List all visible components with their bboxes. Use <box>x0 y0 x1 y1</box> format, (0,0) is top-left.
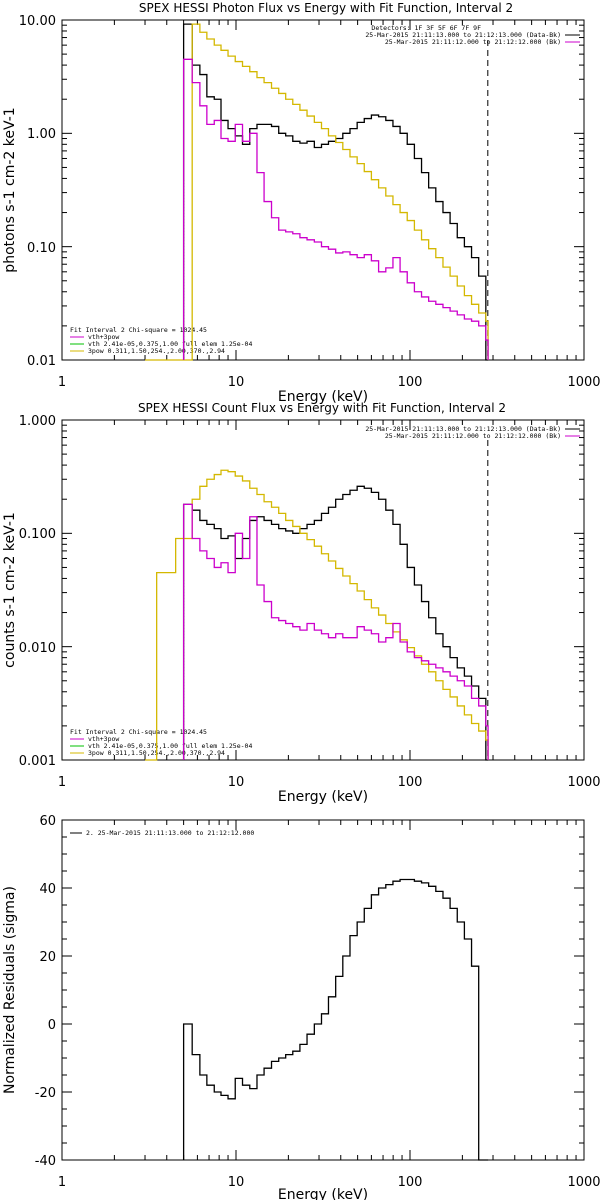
legend-entry-bk: 25-Mar-2015 21:11:12.000 to 21:12:12.000… <box>385 432 561 440</box>
fit-info: Fit Interval 2 Chi-square = 1024.45 <box>70 728 207 736</box>
fit-info: 3pow 0.311,1.50,254.,2.00,370.,2.94 <box>88 347 225 355</box>
y-tick-label: 0.100 <box>19 527 56 542</box>
x-tick-label: 100 <box>398 775 423 790</box>
fit-info: vth+3pow <box>88 333 119 341</box>
residuals-chart: 1 10 100 1000 -40 -20 0 20 40 60 Energy … <box>2 814 600 1200</box>
fit-info: vth 2.41e-05,0.375,1.00 full elem 1.25e-… <box>88 340 252 348</box>
legend-entry-bk: 25-Mar-2015 21:11:12.000 to 21:12:12.000… <box>385 38 561 46</box>
legend-detectors: Detectors: 1F 3F 5F 6F 7F 9F <box>371 24 481 32</box>
y-tick-label: 60 <box>39 814 56 829</box>
y-axis-label: counts s-1 cm-2 keV-1 <box>2 512 18 668</box>
series-line <box>182 58 489 360</box>
y-axis <box>62 424 584 761</box>
y-axis <box>62 24 584 361</box>
y-tick-label: 0 <box>48 1018 56 1033</box>
x-tick-label: 1000 <box>567 1175 600 1190</box>
plot-frame <box>61 19 585 361</box>
y-tick-label: 20 <box>39 950 56 965</box>
y-tick-label: 0.01 <box>27 354 56 369</box>
x-axis-label: Energy (keV) <box>278 789 368 805</box>
series-line <box>182 23 489 361</box>
y-tick-label: -40 <box>35 1154 56 1169</box>
series-line <box>145 469 489 761</box>
legend-entry-data: 25-Mar-2015 21:11:13.000 to 21:12:13.000… <box>365 425 561 433</box>
chart-title: SPEX HESSI Count Flux vs Energy with Fit… <box>138 401 506 415</box>
x-tick-label: 1000 <box>567 775 600 790</box>
y-tick-label: 40 <box>39 882 56 897</box>
y-axis <box>62 819 584 1161</box>
x-tick-label: 1 <box>58 375 66 390</box>
x-axis <box>61 820 577 1160</box>
y-axis-label: Normalized Residuals (sigma) <box>2 886 18 1094</box>
x-tick-label: 10 <box>228 1175 245 1190</box>
y-tick-label: -20 <box>35 1086 56 1101</box>
y-tick-label: 0.001 <box>19 754 56 769</box>
x-tick-label: 10 <box>228 375 245 390</box>
fit-info: vth 2.41e-05,0.375,1.00 full elem 1.25e-… <box>88 742 252 750</box>
fit-info: Fit Interval 2 Chi-square = 1024.45 <box>70 326 207 334</box>
legend-entry: 2. 25-Mar-2015 21:11:13.000 to 21:12:12.… <box>86 829 254 837</box>
x-tick-label: 100 <box>398 1175 423 1190</box>
x-tick-label: 1 <box>58 775 66 790</box>
series-line <box>182 503 489 760</box>
series-line <box>182 878 489 1161</box>
chart-title: SPEX HESSI Photon Flux vs Energy with Fi… <box>139 1 513 15</box>
x-tick-label: 1000 <box>567 375 600 390</box>
fit-info: vth+3pow <box>88 735 119 743</box>
legend-entry-data: 25-Mar-2015 21:11:13.000 to 21:12:13.000… <box>365 31 561 39</box>
photon-flux-chart: SPEX HESSI Photon Flux vs Energy with Fi… <box>2 1 600 405</box>
y-tick-label: 0.10 <box>27 241 56 256</box>
count-flux-chart: SPEX HESSI Count Flux vs Energy with Fit… <box>2 401 600 805</box>
y-tick-label: 0.010 <box>19 641 56 656</box>
x-axis <box>61 420 577 760</box>
y-axis-label: photons s-1 cm-2 keV-1 <box>2 107 18 272</box>
plot-frame <box>61 819 585 1161</box>
x-tick-label: 1 <box>58 1175 66 1190</box>
y-tick-label: 10.00 <box>19 14 56 29</box>
y-tick-label: 1.000 <box>19 414 56 429</box>
series-line <box>145 23 489 361</box>
series-line <box>182 485 489 761</box>
x-axis <box>61 20 577 360</box>
x-tick-label: 100 <box>398 375 423 390</box>
x-axis-label: Energy (keV) <box>278 1187 368 1200</box>
x-axis-label: Energy (keV) <box>278 389 368 405</box>
y-tick-label: 1.00 <box>27 127 56 142</box>
x-tick-label: 10 <box>228 775 245 790</box>
plot-frame <box>61 419 585 761</box>
